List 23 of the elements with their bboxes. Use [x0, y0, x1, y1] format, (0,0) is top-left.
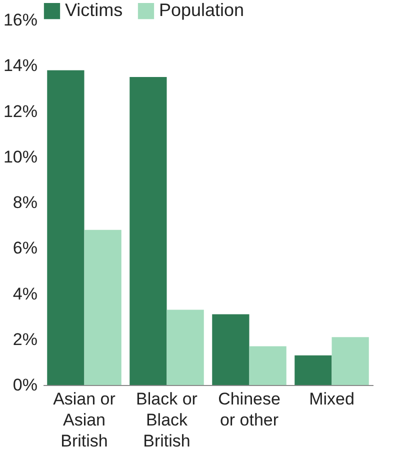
x-tick-label: Mixed: [309, 390, 354, 408]
bar: [332, 337, 369, 385]
legend-label: Population: [159, 0, 244, 20]
legend-label: Victims: [65, 0, 123, 20]
x-tick-label: Black or Black British: [136, 390, 198, 450]
bar: [166, 310, 204, 385]
bar: [130, 77, 167, 385]
bar: [294, 355, 332, 385]
y-tick-label: 6%: [12, 238, 38, 258]
x-tick-label: Asian or Asian British: [53, 390, 116, 450]
y-tick-label: 4%: [12, 284, 38, 304]
y-tick-label: 0%: [12, 376, 38, 394]
y-tick-label: 8%: [12, 193, 38, 212]
y-tick-label: 10%: [3, 147, 38, 166]
bar: [47, 70, 84, 385]
y-tick-label: 12%: [3, 102, 38, 121]
x-tick-label: Chinese or other: [218, 390, 280, 430]
bar: [84, 230, 122, 385]
y-tick-label: 16%: [3, 10, 38, 30]
y-tick-label: 2%: [12, 330, 38, 349]
bar: [249, 346, 286, 385]
y-tick-label: 14%: [3, 56, 38, 76]
bar: [212, 314, 250, 385]
